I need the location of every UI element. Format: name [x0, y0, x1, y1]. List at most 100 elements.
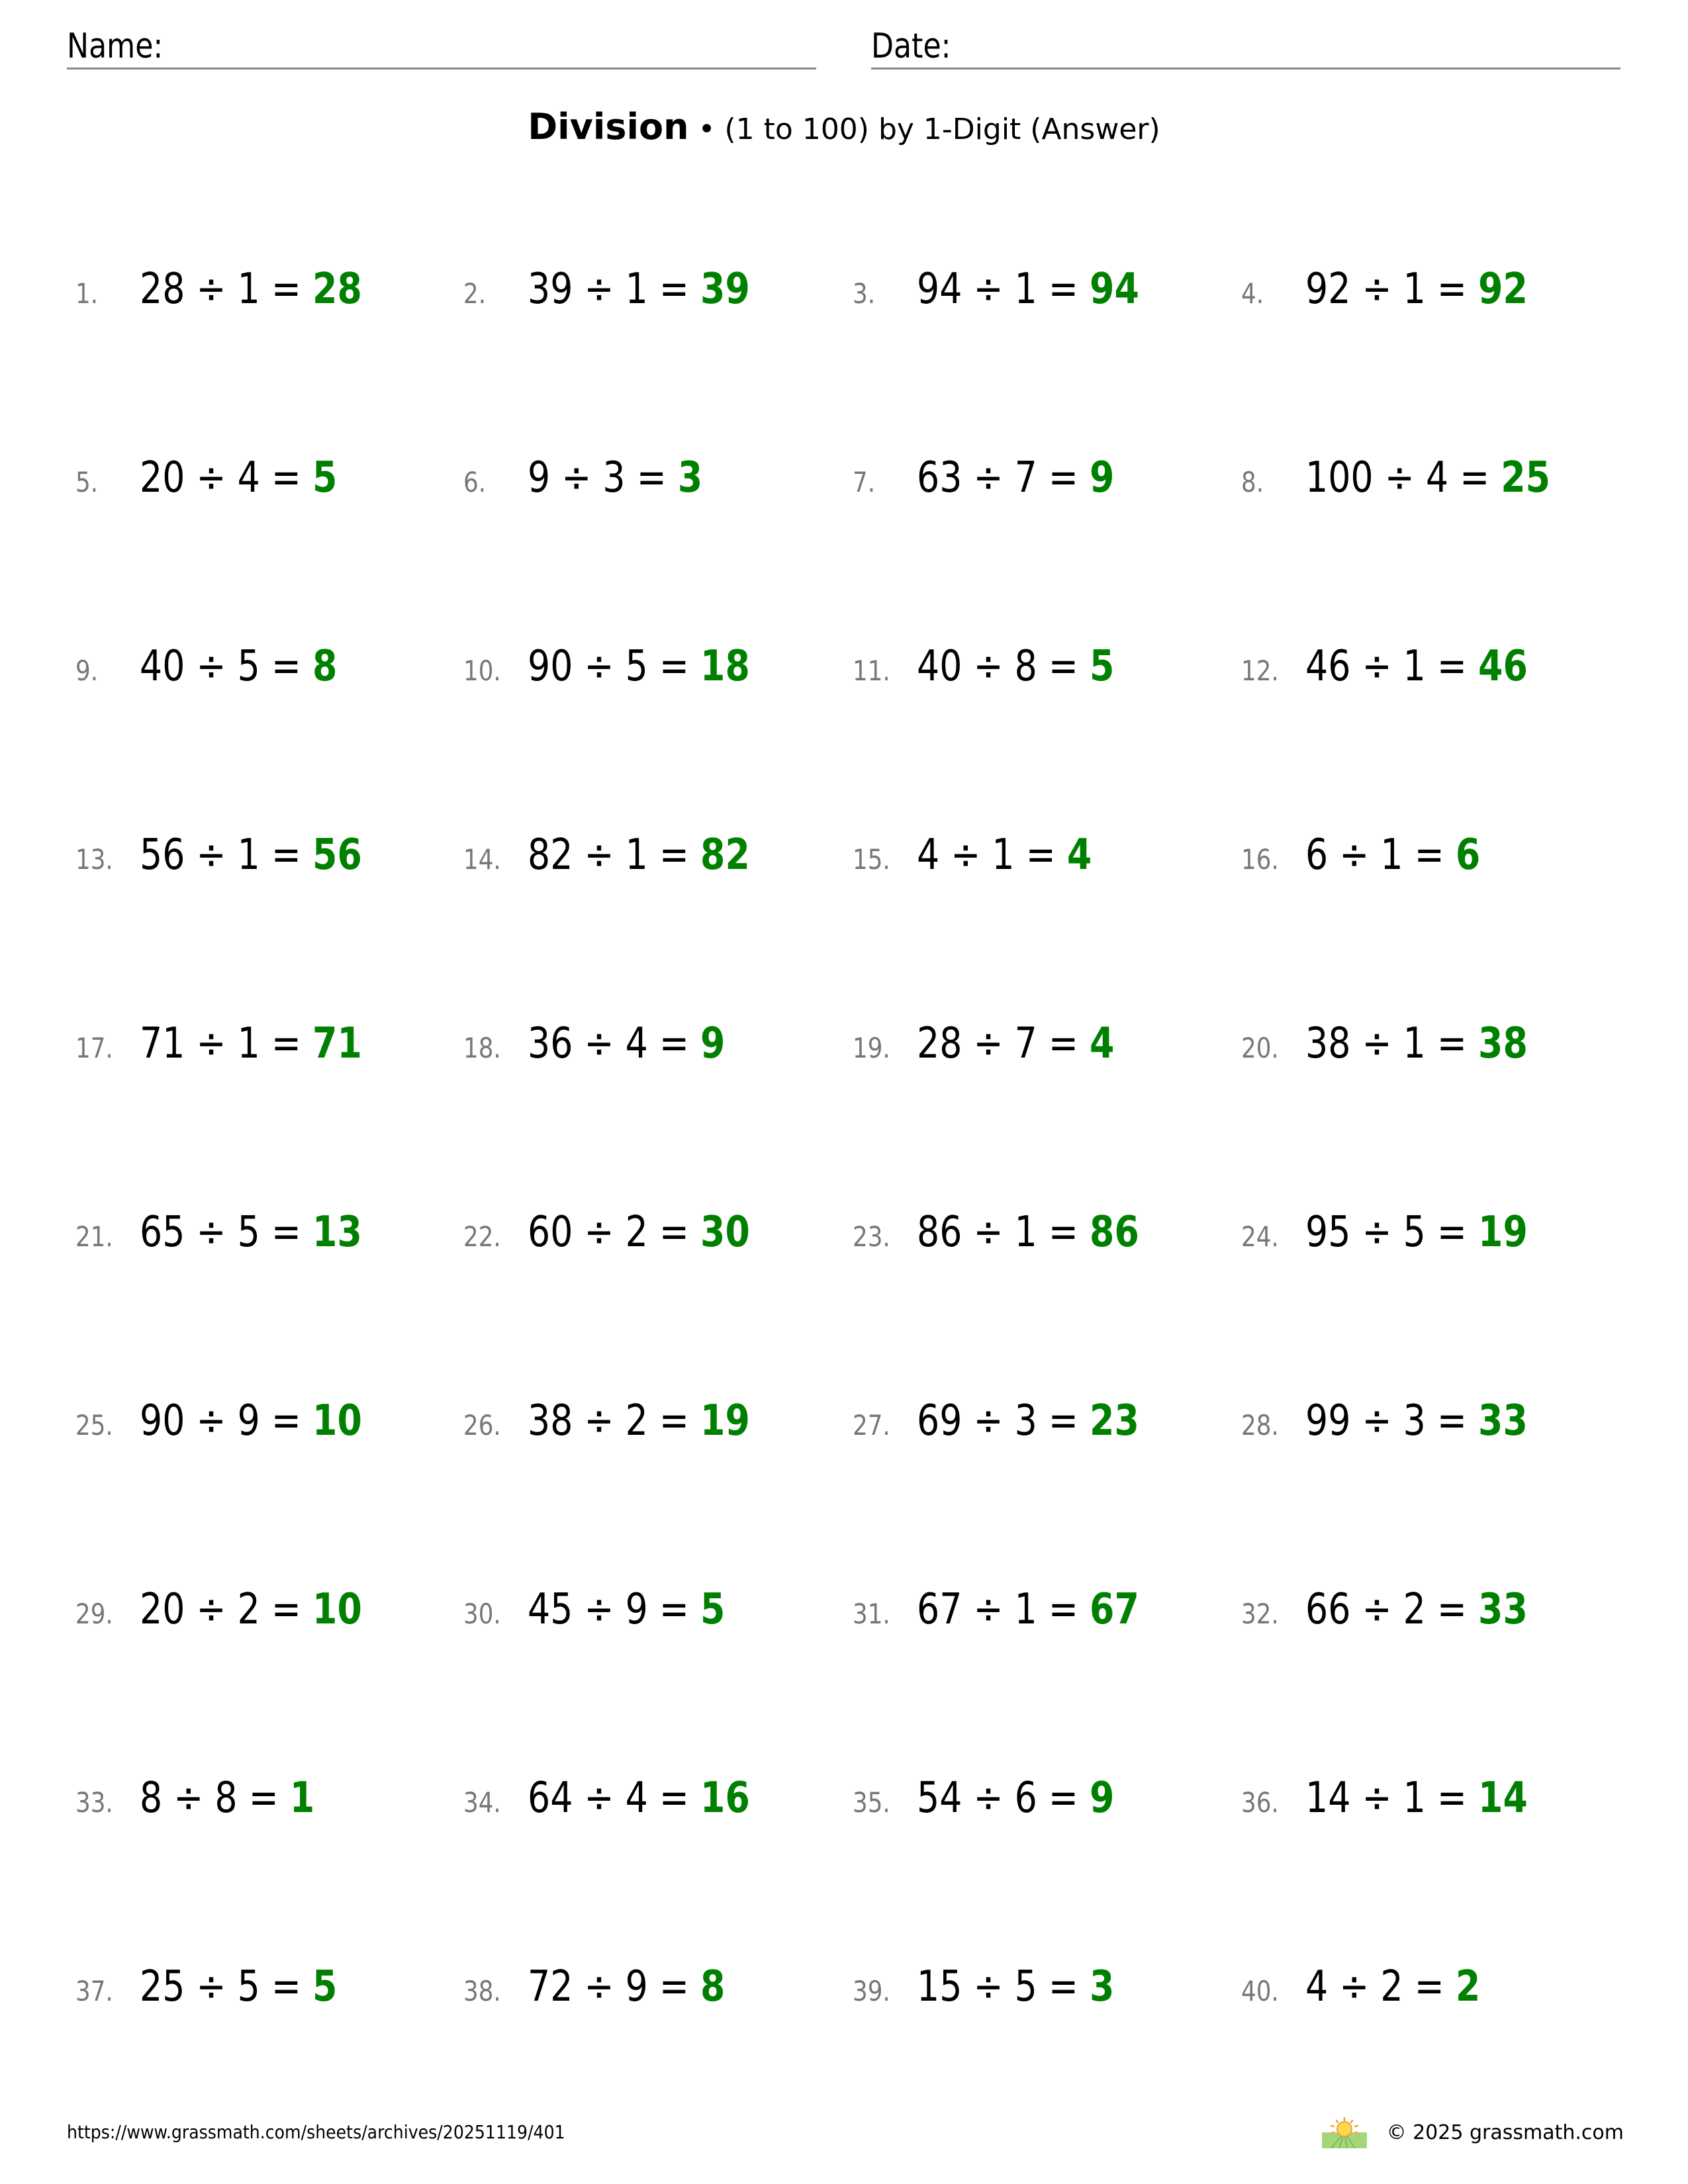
problem-expression: 28 ÷ 1 = 28: [140, 265, 362, 314]
divisor: 4: [625, 1019, 648, 1068]
problem: 27. 69 ÷ 3 = 23: [853, 1396, 1182, 1449]
divisor: 2: [625, 1396, 648, 1445]
copyright: © 2025 grassmath.com: [1386, 2120, 1624, 2144]
answer: 13: [312, 1208, 362, 1257]
name-field[interactable]: Name:: [67, 25, 816, 69]
problem-expression: 69 ÷ 3 = 23: [917, 1396, 1139, 1445]
problem-number: 8.: [1241, 466, 1264, 498]
problem-number: 9.: [75, 655, 99, 687]
divisor: 3: [1403, 1396, 1426, 1445]
divisor: 7: [1014, 453, 1037, 502]
answer: 4: [1066, 831, 1092, 880]
dividend: 14: [1305, 1774, 1351, 1823]
answer: 3: [677, 453, 703, 502]
dividend: 56: [140, 831, 185, 880]
problem: 25. 90 ÷ 9 = 10: [75, 1396, 404, 1449]
divisor: 1: [1014, 1208, 1037, 1257]
divisor: 1: [237, 1019, 260, 1068]
divisor: 8: [214, 1774, 238, 1823]
problem-expression: 64 ÷ 4 = 16: [528, 1774, 750, 1823]
dividend: 72: [528, 1962, 573, 2011]
answer: 10: [312, 1396, 362, 1445]
sun-over-grass-icon: [1321, 2116, 1367, 2148]
problem: 3. 94 ÷ 1 = 94: [853, 265, 1182, 318]
answer: 6: [1455, 831, 1481, 880]
problem-number: 15.: [853, 843, 890, 876]
problem-number: 39.: [853, 1975, 890, 2007]
problem: 12. 46 ÷ 1 = 46: [1241, 642, 1570, 695]
problem: 31. 67 ÷ 1 = 67: [853, 1585, 1182, 1638]
problem-number: 25.: [75, 1409, 113, 1441]
problem-expression: 67 ÷ 1 = 67: [917, 1585, 1139, 1634]
divisor: 1: [1380, 831, 1403, 880]
answer: 23: [1090, 1396, 1139, 1445]
problem-number: 2.: [463, 277, 487, 310]
answer: 16: [700, 1774, 750, 1823]
answer: 3: [1090, 1962, 1115, 2011]
problem-expression: 8 ÷ 8 = 1: [140, 1774, 315, 1823]
problem: 34. 64 ÷ 4 = 16: [463, 1774, 792, 1827]
dividend: 54: [917, 1774, 962, 1823]
divisor: 9: [237, 1396, 260, 1445]
problem-expression: 15 ÷ 5 = 3: [917, 1962, 1115, 2011]
problem: 29. 20 ÷ 2 = 10: [75, 1585, 404, 1638]
problem-number: 5.: [75, 466, 99, 498]
answer: 19: [700, 1396, 750, 1445]
problem-expression: 40 ÷ 8 = 5: [917, 642, 1115, 691]
divisor: 4: [625, 1774, 648, 1823]
problem-expression: 54 ÷ 6 = 9: [917, 1774, 1115, 1823]
answer: 56: [312, 831, 362, 880]
problem-expression: 95 ÷ 5 = 19: [1305, 1208, 1528, 1257]
date-field[interactable]: Date:: [871, 25, 1620, 69]
problem-expression: 100 ÷ 4 = 25: [1305, 453, 1551, 502]
page-title: Division • (1 to 100) by 1-Digit (Answer…: [0, 106, 1688, 148]
problem-number: 7.: [853, 466, 876, 498]
problem: 15. 4 ÷ 1 = 4: [853, 831, 1125, 884]
dividend: 4: [1305, 1962, 1329, 2011]
problem: 40. 4 ÷ 2 = 2: [1241, 1962, 1514, 2015]
problem-number: 38.: [463, 1975, 501, 2007]
problem-number: 34.: [463, 1786, 501, 1819]
title-subtitle: (1 to 100) by 1-Digit (Answer): [724, 113, 1160, 146]
problem-expression: 63 ÷ 7 = 9: [917, 453, 1115, 502]
problem-expression: 6 ÷ 1 = 6: [1305, 831, 1481, 880]
problem-expression: 40 ÷ 5 = 8: [140, 642, 338, 691]
dividend: 20: [140, 1585, 185, 1634]
problem-number: 18.: [463, 1032, 501, 1064]
dividend: 60: [528, 1208, 573, 1257]
dividend: 90: [140, 1396, 185, 1445]
problem: 37. 25 ÷ 5 = 5: [75, 1962, 375, 2015]
divisor: 3: [602, 453, 626, 502]
problem-number: 1.: [75, 277, 99, 310]
answer: 5: [1090, 642, 1115, 691]
answer: 8: [312, 642, 338, 691]
dividend: 9: [528, 453, 551, 502]
problem-number: 20.: [1241, 1032, 1279, 1064]
problem-number: 16.: [1241, 843, 1279, 876]
dividend: 15: [917, 1962, 962, 2011]
problem: 6. 9 ÷ 3 = 3: [463, 453, 736, 506]
divisor: 9: [625, 1962, 648, 2011]
problem-expression: 65 ÷ 5 = 13: [140, 1208, 362, 1257]
answer: 86: [1090, 1208, 1139, 1257]
dividend: 86: [917, 1208, 962, 1257]
problem-expression: 38 ÷ 1 = 38: [1305, 1019, 1528, 1068]
dividend: 40: [917, 642, 962, 691]
divisor: 1: [237, 265, 260, 314]
dividend: 99: [1305, 1396, 1351, 1445]
problem: 21. 65 ÷ 5 = 13: [75, 1208, 404, 1261]
divisor: 1: [625, 265, 648, 314]
dividend: 63: [917, 453, 962, 502]
divisor: 1: [1403, 642, 1426, 691]
problem: 18. 36 ÷ 4 = 9: [463, 1019, 763, 1072]
footer-url: https://www.grassmath.com/sheets/archive…: [67, 2121, 565, 2143]
answer: 39: [700, 265, 750, 314]
problem-expression: 99 ÷ 3 = 33: [1305, 1396, 1528, 1445]
problem-expression: 39 ÷ 1 = 39: [528, 265, 750, 314]
problem-expression: 14 ÷ 1 = 14: [1305, 1774, 1528, 1823]
problem-number: 30.: [463, 1598, 501, 1630]
problem-number: 29.: [75, 1598, 113, 1630]
answer: 94: [1090, 265, 1139, 314]
divisor: 1: [1014, 1585, 1037, 1634]
answer: 82: [700, 831, 750, 880]
